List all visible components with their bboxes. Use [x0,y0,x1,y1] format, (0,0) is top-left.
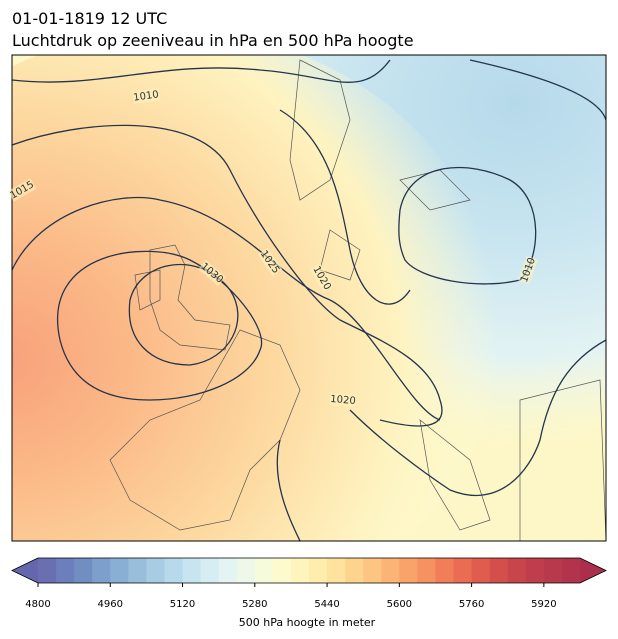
colorbar-bin [561,558,581,583]
colorbar-tick-label: 4800 [25,599,50,610]
colorbar-bin [417,558,436,583]
colorbar-bin [74,558,93,583]
contour-label-bg [7,178,37,202]
colorbar-bin [435,558,455,583]
isobar [279,109,411,305]
colorbar-bin [381,558,400,583]
colorbar-bin [56,558,75,583]
colorbar-bin [128,558,147,583]
colorbar-bin [363,558,382,583]
colorbar-bin [399,558,418,583]
contour-label-bg [198,260,226,286]
colorbar-bin [110,558,129,583]
colorbar-bin [92,558,111,583]
colorbar-bin [290,558,310,583]
colorbar-bin [309,558,328,583]
map-frame [11,54,607,542]
warm-field [12,55,500,541]
colorbar-bin [182,558,202,583]
colorbar-bin [471,558,491,583]
coastlines [109,59,606,541]
isobar [469,59,606,121]
colorbar-frame [11,557,607,584]
title: Luchtdruk op zeeniveau in hPa en 500 hPa… [12,31,414,50]
colorbar-tick-label: 5280 [242,599,267,610]
colorbar-bin [489,558,509,583]
contour-label-bg [132,88,160,104]
contour-label-bg [517,255,539,285]
contour-label: 1020 [330,394,356,407]
colorbar-tick-label: 5120 [170,599,195,610]
contour-label-bg [329,392,357,408]
colorbar-bin [525,558,545,583]
colorbar-bin [543,558,563,583]
colorbar-tick-label: 5440 [314,599,339,610]
colorbar-bin [453,558,473,583]
colorbar-label: 500 hPa hoogte in meter [239,616,376,629]
colorbar-tick-label: 4960 [98,599,123,610]
colorbar-bin [38,558,57,583]
contour-label-bg [257,247,283,277]
colorbar-bin [164,558,184,583]
isobar [276,339,606,541]
colorbar-bin [218,558,238,583]
isobar [57,250,263,401]
colorbar-bin [327,558,346,583]
colorbar-bin [236,558,256,583]
map [12,55,606,541]
colorbar-under [12,558,38,583]
colorbar-bin [146,558,165,583]
colorbar-bin [507,558,527,583]
colorbar-over [580,558,606,583]
isobar [12,59,391,83]
isobar [12,196,441,421]
colorbar-tick-label: 5600 [387,599,412,610]
colorbar-tick-label: 5760 [459,599,484,610]
contour-label: 1010 [133,89,160,103]
contour-label-bg [310,263,334,293]
colorbar-bin [345,558,364,583]
isobar [128,263,239,366]
date: 01-01-1819 12 UTC [12,9,167,28]
isobar [12,124,443,427]
colorbar-bin [200,558,220,583]
colorbar-bin [254,558,274,583]
colorbar-bin [272,558,292,583]
colorbar-tick-label: 5920 [531,599,556,610]
